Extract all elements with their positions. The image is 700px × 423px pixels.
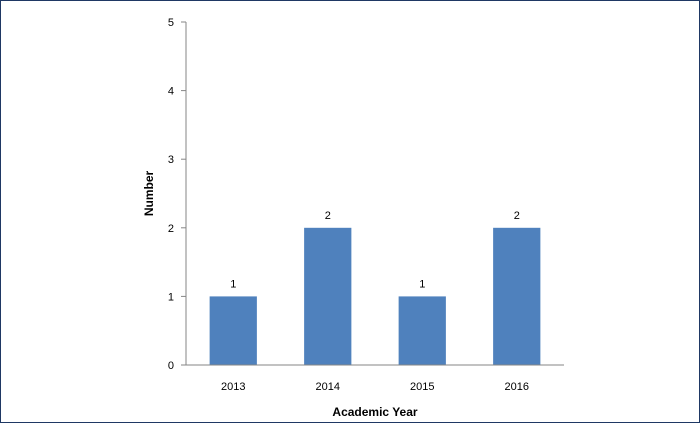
y-tick-label: 0 <box>168 360 174 372</box>
x-axis-title: Academic Year <box>332 405 418 419</box>
bar-data-label: 2 <box>325 210 331 222</box>
bar-data-label: 1 <box>230 278 236 290</box>
y-tick-label: 1 <box>168 291 174 303</box>
y-tick-label: 3 <box>168 154 174 166</box>
bar-data-label: 1 <box>419 278 425 290</box>
bar-data-label: 2 <box>514 210 520 222</box>
y-tick-label: 4 <box>168 86 174 98</box>
bar <box>398 296 446 365</box>
y-axis-ticks: 0 1 2 3 4 5 <box>168 17 186 372</box>
x-axis-tick-labels: 2013 2014 2015 2016 <box>221 381 529 393</box>
bar <box>493 227 541 365</box>
x-tick-label: 2015 <box>410 381 434 393</box>
bars <box>209 227 541 365</box>
y-tick-label: 2 <box>168 223 174 235</box>
y-axis-title: Number <box>142 171 156 217</box>
x-tick-label: 2014 <box>316 381 340 393</box>
y-tick-label: 5 <box>168 17 174 29</box>
bar <box>304 227 352 365</box>
bar <box>209 296 257 365</box>
x-tick-label: 2016 <box>505 381 529 393</box>
bar-data-labels: 1 2 1 2 <box>230 210 520 291</box>
x-tick-label: 2013 <box>221 381 245 393</box>
